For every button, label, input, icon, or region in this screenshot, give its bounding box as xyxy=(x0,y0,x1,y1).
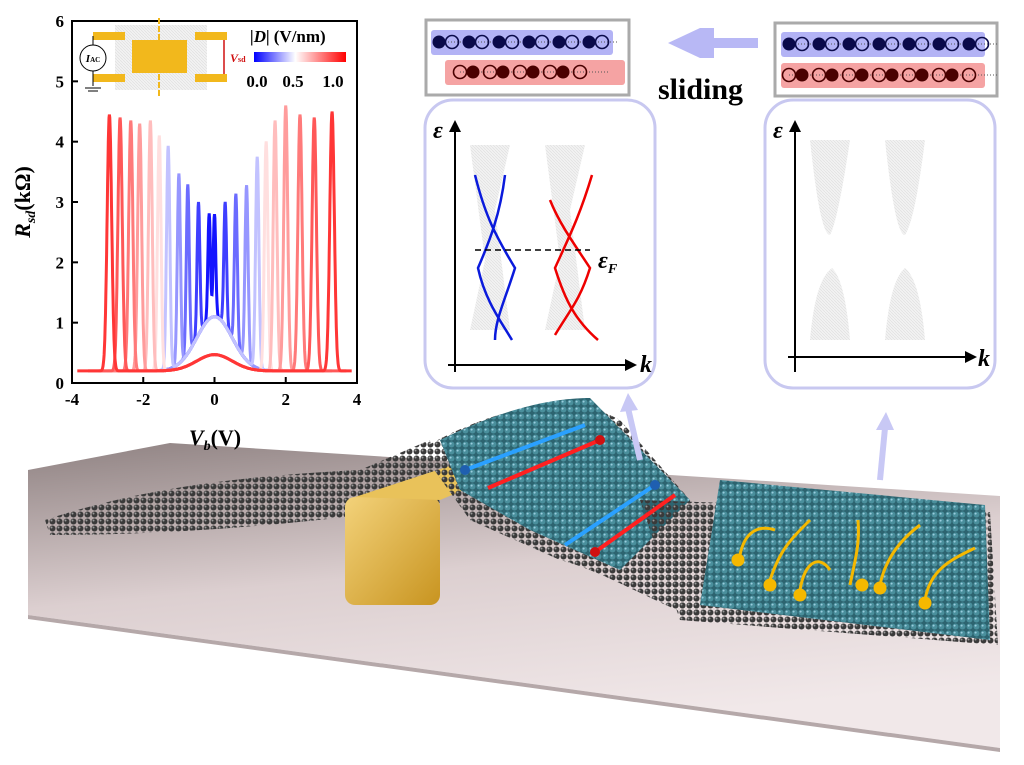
energy-axis-label: ε xyxy=(433,118,443,144)
atom-open xyxy=(572,64,588,80)
y-tick-label: 2 xyxy=(56,253,65,272)
atom-filled xyxy=(855,68,869,82)
atom-filled xyxy=(812,37,826,51)
x-tick-label: -4 xyxy=(65,390,80,409)
arrow-head-up-left xyxy=(620,393,638,412)
fermi-level-label: εF xyxy=(598,248,618,277)
atom-filled xyxy=(462,35,476,49)
sliding-label: sliding xyxy=(658,73,743,106)
atom-filled xyxy=(795,68,809,82)
energy-axis-label: ε xyxy=(773,118,783,144)
chart-curves xyxy=(77,105,352,373)
atom-filled xyxy=(825,68,839,82)
gold-electrode xyxy=(345,497,440,605)
atom-filled xyxy=(582,35,596,49)
atom-filled xyxy=(902,37,916,51)
stacking-before xyxy=(773,21,999,98)
series-curve xyxy=(77,111,352,373)
atom-filled xyxy=(552,35,566,49)
atom-filled xyxy=(522,35,536,49)
substrate-edge xyxy=(28,615,1000,752)
x-tick-label: 4 xyxy=(353,390,362,409)
y-tick-label: 6 xyxy=(56,12,65,31)
atom-filled xyxy=(496,65,510,79)
x-tick-label: -2 xyxy=(136,390,150,409)
colorbar-tick: 1.0 xyxy=(322,72,343,91)
voltage-label: Vsd xyxy=(230,51,246,65)
chart-ticks: -4 -2 0 2 4 0 1 2 3 4 5 6 xyxy=(56,12,362,409)
atom-filled xyxy=(432,35,446,49)
twisted-region-flat xyxy=(700,480,990,640)
momentum-axis-label: k xyxy=(978,346,990,372)
y-tick-label: 1 xyxy=(56,314,65,333)
atom-filled xyxy=(526,65,540,79)
colorbar-label: |D| (V/nm) xyxy=(250,27,326,46)
band-panel-metallic: ε k εF xyxy=(423,98,657,390)
atom-filled xyxy=(556,65,570,79)
y-tick-label: 5 xyxy=(56,72,65,91)
sliding-arrow-head xyxy=(668,28,714,58)
device-inset: IAC Vsd xyxy=(79,18,246,98)
arrow-up-left xyxy=(625,407,643,461)
current-source-label: IAC xyxy=(85,53,100,65)
y-axis-label: Rsd(kΩ) xyxy=(10,166,39,239)
colorbar: |D| (V/nm) 0.0 0.5 1.0 xyxy=(246,27,346,91)
atom-filled xyxy=(885,68,899,82)
arrow-head-up-right xyxy=(876,412,894,430)
x-axis-label: Vb(V) xyxy=(189,425,241,454)
atom-filled xyxy=(782,37,796,51)
atom-filled xyxy=(492,35,506,49)
band-panel-gapped: ε k xyxy=(763,98,997,390)
atom-filled xyxy=(466,65,480,79)
atom-filled xyxy=(945,68,959,82)
x-tick-label: 0 xyxy=(210,390,219,409)
atom-filled xyxy=(872,37,886,51)
momentum-axis-label: k xyxy=(640,352,652,378)
atom-filled xyxy=(962,37,976,51)
colorbar-tick: 0.0 xyxy=(246,72,267,91)
atom-filled xyxy=(842,37,856,51)
gray-sheet-flat xyxy=(45,440,440,535)
device-scene xyxy=(28,393,1000,752)
y-tick-label: 3 xyxy=(56,193,65,212)
colorbar-tick: 0.5 xyxy=(282,72,303,91)
stacking-after xyxy=(424,18,631,97)
atom-filled xyxy=(915,68,929,82)
y-tick-label: 0 xyxy=(56,374,65,393)
y-tick-label: 4 xyxy=(56,133,65,152)
atom-open xyxy=(961,67,977,83)
diffusive-electrons xyxy=(731,518,976,610)
edge-channels xyxy=(460,423,677,557)
arrow-up-right xyxy=(877,427,888,481)
atom-filled xyxy=(932,37,946,51)
transport-chart: -4 -2 0 2 4 0 1 2 3 4 5 6 Vb(V) Rsd(kΩ) IAC Vsd |D|… xyxy=(10,12,362,454)
x-tick-label: 2 xyxy=(282,390,291,409)
